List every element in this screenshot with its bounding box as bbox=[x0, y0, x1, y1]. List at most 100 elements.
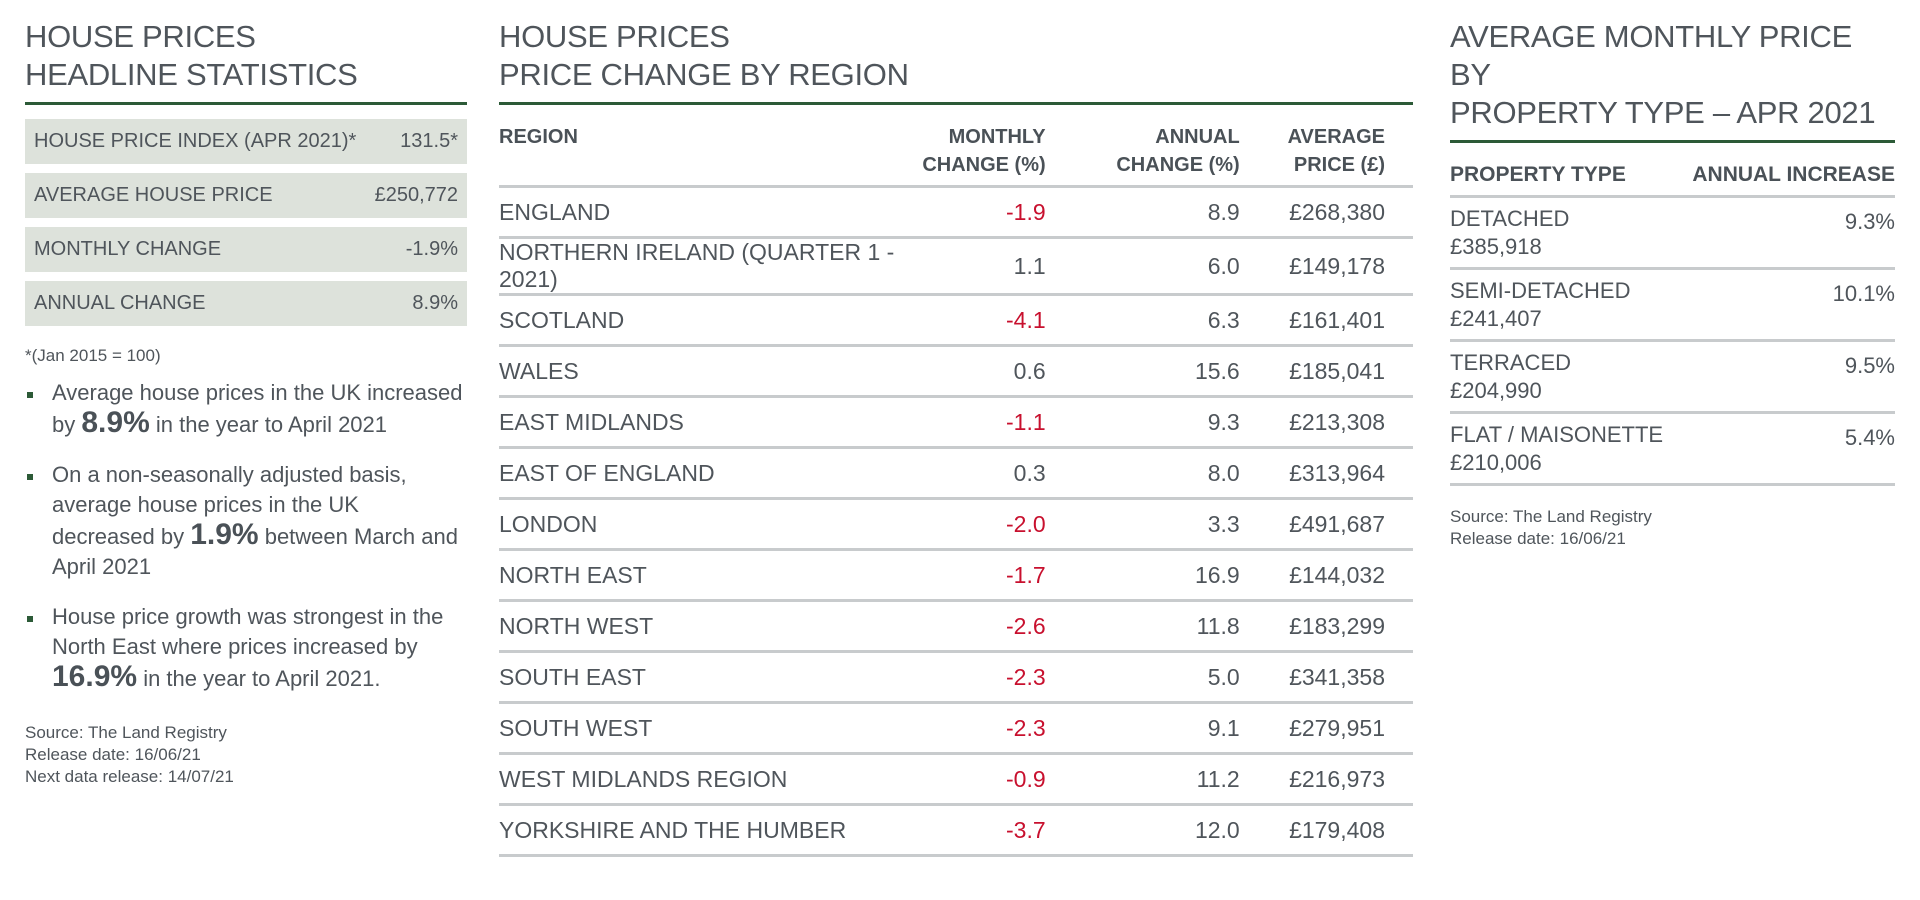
monthly-change-cell: -0.9 bbox=[910, 753, 1074, 806]
average-price-cell: £185,041 bbox=[1267, 345, 1413, 398]
stat-label: MONTHLY CHANGE bbox=[34, 238, 222, 260]
property-price: £210,006 bbox=[1450, 450, 1542, 475]
property-row-flat-maisonette: FLAT / MAISONETTE £210,006 5.4% bbox=[1450, 414, 1895, 486]
annual-change-cell: 8.0 bbox=[1073, 447, 1268, 500]
property-type: DETACHED bbox=[1450, 206, 1570, 231]
bullet-item: House price growth was strongest in the … bbox=[25, 602, 467, 694]
headline-statistics-panel: HOUSE PRICES HEADLINE STATISTICS HOUSE P… bbox=[25, 0, 467, 788]
column-header-property-type: PROPERTY TYPE bbox=[1450, 163, 1626, 186]
column-header-annual-increase: ANNUAL INCREASE bbox=[1692, 163, 1895, 186]
annual-change-cell: 8.9 bbox=[1073, 186, 1268, 239]
annual-change-cell: 9.3 bbox=[1073, 396, 1268, 449]
source-note: Source: The Land Registry Release date: … bbox=[1450, 507, 1652, 548]
monthly-change-cell: -2.3 bbox=[910, 651, 1074, 704]
annual-change-cell: 3.3 bbox=[1073, 498, 1268, 551]
monthly-change-cell: 0.3 bbox=[910, 447, 1074, 500]
stat-list: HOUSE PRICE INDEX (APR 2021)* 131.5* AVE… bbox=[25, 119, 467, 326]
region-table-body: ENGLAND -1.9 8.9 £268,380 NORTHERN IRELAND (… bbox=[499, 186, 1413, 857]
property-row-detached: DETACHED £385,918 9.3% bbox=[1450, 198, 1895, 270]
monthly-change-cell: -1.9 bbox=[910, 186, 1074, 239]
average-price-cell: £491,687 bbox=[1267, 498, 1413, 551]
column-header-monthly: MONTHLY CHANGE (%) bbox=[910, 117, 1074, 188]
region-cell: EAST OF ENGLAND bbox=[499, 447, 911, 500]
stat-value: 8.9% bbox=[412, 292, 458, 314]
property-increase: 5.4% bbox=[1844, 425, 1895, 450]
table-row: YORKSHIRE AND THE HUMBER -3.7 12.0 £179,408 bbox=[499, 804, 1413, 857]
annual-change-cell: 6.3 bbox=[1073, 294, 1268, 347]
monthly-change-cell: 0.6 bbox=[910, 345, 1074, 398]
stat-row-annual-change: ANNUAL CHANGE 8.9% bbox=[25, 281, 467, 326]
monthly-change-cell: -3.7 bbox=[910, 804, 1074, 857]
monthly-change-cell: -2.0 bbox=[910, 498, 1074, 551]
table-row: NORTH WEST -2.6 11.8 £183,299 bbox=[499, 600, 1413, 653]
average-price-cell: £183,299 bbox=[1267, 600, 1413, 653]
annual-change-cell: 12.0 bbox=[1073, 804, 1268, 857]
annual-change-cell: 11.8 bbox=[1073, 600, 1268, 653]
annual-change-cell: 11.2 bbox=[1073, 753, 1268, 806]
table-row: NORTH EAST -1.7 16.9 £144,032 bbox=[499, 549, 1413, 602]
property-row-terraced: TERRACED £204,990 9.5% bbox=[1450, 342, 1895, 414]
table-row: LONDON -2.0 3.3 £491,687 bbox=[499, 498, 1413, 551]
summary-bullets: Average house prices in the UK increased… bbox=[25, 378, 467, 694]
property-type: SEMI-DETACHED bbox=[1450, 278, 1631, 303]
average-price-cell: £179,408 bbox=[1267, 804, 1413, 857]
region-cell: SCOTLAND bbox=[499, 294, 911, 347]
bullet-item: On a non-seasonally adjusted basis, aver… bbox=[25, 460, 467, 582]
average-price-cell: £216,973 bbox=[1267, 753, 1413, 806]
monthly-change-cell: 1.1 bbox=[910, 237, 1074, 296]
annual-change-cell: 15.6 bbox=[1073, 345, 1268, 398]
property-price: £385,918 bbox=[1450, 234, 1542, 259]
table-row: SOUTH EAST -2.3 5.0 £341,358 bbox=[499, 651, 1413, 704]
monthly-change-cell: -2.3 bbox=[910, 702, 1074, 755]
source-note: Source: The Land Registry Release date: … bbox=[25, 723, 234, 786]
average-price-cell: £149,178 bbox=[1267, 237, 1413, 296]
region-cell: EAST MIDLANDS bbox=[499, 396, 911, 449]
table-row: EAST MIDLANDS -1.1 9.3 £213,308 bbox=[499, 396, 1413, 449]
table-row: WALES 0.6 15.6 £185,041 bbox=[499, 345, 1413, 398]
region-cell: ENGLAND bbox=[499, 186, 911, 239]
region-cell: WALES bbox=[499, 345, 911, 398]
average-price-cell: £144,032 bbox=[1267, 549, 1413, 602]
bullet-item: Average house prices in the UK increased… bbox=[25, 378, 467, 440]
property-row-semi-detached: SEMI-DETACHED £241,407 10.1% bbox=[1450, 270, 1895, 342]
table-header-row: REGION MONTHLY CHANGE (%) ANNUAL CHANGE … bbox=[499, 117, 1413, 188]
region-cell: SOUTH WEST bbox=[499, 702, 911, 755]
region-cell: WEST MIDLANDS REGION bbox=[499, 753, 911, 806]
region-table: REGION MONTHLY CHANGE (%) ANNUAL CHANGE … bbox=[499, 117, 1413, 857]
property-type-panel: AVERAGE MONTHLY PRICE BY PROPERTY TYPE –… bbox=[1450, 0, 1895, 550]
column-header-average-price: AVERAGE PRICE (£) bbox=[1267, 117, 1413, 188]
average-price-cell: £161,401 bbox=[1267, 294, 1413, 347]
average-price-cell: £313,964 bbox=[1267, 447, 1413, 500]
stat-label: HOUSE PRICE INDEX (APR 2021)* bbox=[34, 130, 357, 152]
property-increase: 10.1% bbox=[1832, 281, 1895, 306]
annual-change-cell: 6.0 bbox=[1073, 237, 1268, 296]
table-row: NORTHERN IRELAND (QUARTER 1 - 2021) 1.1 6.… bbox=[499, 237, 1413, 296]
property-type-heading: AVERAGE MONTHLY PRICE BY PROPERTY TYPE –… bbox=[1450, 18, 1895, 143]
region-cell: YORKSHIRE AND THE HUMBER bbox=[499, 804, 911, 857]
headline-heading: HOUSE PRICES HEADLINE STATISTICS bbox=[25, 18, 467, 105]
region-cell: NORTHERN IRELAND (QUARTER 1 - 2021) bbox=[499, 237, 911, 296]
monthly-change-cell: -1.7 bbox=[910, 549, 1074, 602]
region-panel: HOUSE PRICES PRICE CHANGE BY REGION REGI… bbox=[499, 0, 1413, 857]
annual-change-cell: 5.0 bbox=[1073, 651, 1268, 704]
property-price: £241,407 bbox=[1450, 306, 1542, 331]
monthly-change-cell: -2.6 bbox=[910, 600, 1074, 653]
stat-label: ANNUAL CHANGE bbox=[34, 292, 206, 314]
stat-value: £250,772 bbox=[374, 184, 458, 206]
table-row: EAST OF ENGLAND 0.3 8.0 £313,964 bbox=[499, 447, 1413, 500]
region-cell: LONDON bbox=[499, 498, 911, 551]
stat-row-monthly-change: MONTHLY CHANGE -1.9% bbox=[25, 227, 467, 272]
average-price-cell: £268,380 bbox=[1267, 186, 1413, 239]
property-increase: 9.5% bbox=[1844, 353, 1895, 378]
property-increase: 9.3% bbox=[1844, 209, 1895, 234]
column-header-annual: ANNUAL CHANGE (%) bbox=[1073, 117, 1268, 188]
region-cell: SOUTH EAST bbox=[499, 651, 911, 704]
stat-row-hpi: HOUSE PRICE INDEX (APR 2021)* 131.5* bbox=[25, 119, 467, 164]
average-price-cell: £279,951 bbox=[1267, 702, 1413, 755]
stat-row-average-price: AVERAGE HOUSE PRICE £250,772 bbox=[25, 173, 467, 218]
table-row: WEST MIDLANDS REGION -0.9 11.2 £216,973 bbox=[499, 753, 1413, 806]
property-type: TERRACED bbox=[1450, 350, 1572, 375]
index-footnote: *(Jan 2015 = 100) bbox=[25, 346, 161, 365]
monthly-change-cell: -1.1 bbox=[910, 396, 1074, 449]
region-cell: NORTH WEST bbox=[499, 600, 911, 653]
